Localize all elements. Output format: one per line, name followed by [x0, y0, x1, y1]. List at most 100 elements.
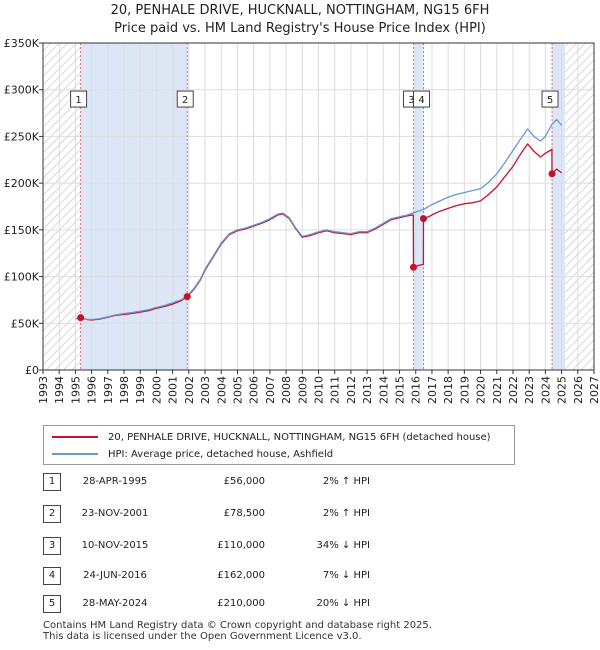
transaction-price: £56,000 [223, 476, 265, 487]
x-tick-label: 2013 [361, 376, 374, 404]
y-tick-label: £0 [25, 364, 39, 377]
legend-swatch-hpi [52, 453, 98, 455]
x-tick-label: 2024 [539, 376, 552, 404]
transaction-price: £78,500 [223, 508, 265, 519]
footer-copyright: Contains HM Land Registry data © Crown c… [43, 620, 432, 631]
x-tick-label: 1995 [69, 376, 82, 404]
sale-label: 1 [75, 95, 81, 106]
table-row: 4 24-JUN-2016 £162,000 7% ↓ HPI [0, 566, 600, 586]
x-tick-label: 2003 [199, 376, 212, 404]
y-tick-label: £100K [4, 271, 40, 284]
legend-item-price: 20, PENHALE DRIVE, HUCKNALL, NOTTINGHAM,… [52, 429, 491, 445]
x-tick-label: 2009 [296, 376, 309, 404]
transaction-number: 3 [43, 537, 61, 555]
x-tick-label: 1998 [118, 376, 131, 404]
transaction-hpi: 7% ↓ HPI [322, 570, 370, 581]
legend-label-price: 20, PENHALE DRIVE, HUCKNALL, NOTTINGHAM,… [108, 431, 491, 443]
sale-label-box [541, 90, 559, 108]
x-tick-label: 2016 [410, 376, 423, 404]
sale-label: 5 [547, 95, 553, 106]
x-tick-label: 1999 [134, 376, 147, 404]
y-tick-label: £250K [4, 130, 40, 143]
table-row: 1 28-APR-1995 £56,000 2% ↑ HPI [0, 472, 600, 492]
shaded-period [80, 43, 188, 370]
y-tick-label: £150K [4, 224, 40, 237]
y-tick-label: £300K [4, 84, 40, 97]
y-tick-label: £50K [11, 317, 40, 330]
hpi-line [80, 143, 562, 321]
transaction-price: £110,000 [217, 540, 265, 551]
x-tick-label: 2006 [248, 376, 261, 404]
sale-label: 3 [408, 95, 414, 106]
x-tick-label: 2008 [280, 376, 293, 404]
legend-item-hpi: HPI: Average price, detached house, Ashf… [52, 446, 333, 462]
table-row: 3 10-NOV-2015 £110,000 34% ↓ HPI [0, 536, 600, 556]
title-line-1: 20, PENHALE DRIVE, HUCKNALL, NOTTINGHAM,… [110, 3, 490, 18]
transaction-hpi: 2% ↑ HPI [322, 476, 370, 487]
sale-marker [548, 170, 556, 178]
table-row: 5 28-MAY-2024 £210,000 20% ↓ HPI [0, 594, 600, 614]
transaction-hpi: 2% ↑ HPI [322, 508, 370, 519]
x-tick-label: 2026 [572, 376, 585, 404]
footer-licence: This data is licensed under the Open Gov… [43, 631, 362, 642]
chart-title: 20, PENHALE DRIVE, HUCKNALL, NOTTINGHAM,… [0, 2, 600, 38]
sale-label: 2 [182, 95, 188, 106]
x-tick-label: 2004 [215, 376, 228, 404]
sale-label-box [176, 90, 194, 108]
sale-label-box [70, 90, 88, 108]
transaction-number: 5 [43, 595, 61, 613]
price-paid-line [75, 118, 563, 321]
x-tick-label: 2002 [183, 376, 196, 404]
transaction-number: 1 [43, 473, 61, 491]
transaction-price: £210,000 [217, 598, 265, 609]
x-tick-label: 2017 [426, 376, 439, 404]
x-tick-label: 2001 [167, 376, 180, 404]
sale-label: 4 [418, 95, 424, 106]
footer: Contains HM Land Registry data © Crown c… [43, 620, 432, 642]
y-tick-label: £350K [4, 37, 40, 50]
transaction-number: 2 [43, 505, 61, 523]
legend: 20, PENHALE DRIVE, HUCKNALL, NOTTINGHAM,… [43, 425, 515, 465]
x-tick-label: 2007 [264, 376, 277, 404]
x-tick-label: 2000 [150, 376, 163, 404]
sale-marker [77, 314, 85, 322]
y-tick-label: £200K [4, 177, 40, 190]
sale-marker [420, 215, 428, 223]
x-tick-label: 2019 [458, 376, 471, 404]
transaction-number: 4 [43, 567, 61, 585]
x-tick-label: 2018 [442, 376, 455, 404]
transaction-date: 28-APR-1995 [82, 476, 148, 487]
x-tick-label: 2025 [556, 376, 569, 404]
x-tick-label: 2015 [394, 376, 407, 404]
transaction-date: 10-NOV-2015 [81, 540, 149, 551]
x-tick-label: 2023 [523, 376, 536, 404]
hatched-region [564, 43, 594, 370]
shaded-period [413, 43, 424, 370]
sale-marker [183, 293, 191, 301]
transaction-date: 28-MAY-2024 [82, 598, 148, 609]
x-tick-label: 1993 [37, 376, 50, 404]
title-line-2: Price paid vs. HM Land Registry's House … [114, 21, 486, 36]
x-tick-label: 1994 [53, 376, 66, 404]
x-tick-label: 2022 [507, 376, 520, 404]
x-tick-label: 2020 [475, 376, 488, 404]
x-tick-label: 1997 [102, 376, 115, 404]
legend-swatch-price [52, 436, 98, 438]
x-tick-label: 2021 [491, 376, 504, 404]
transaction-price: £162,000 [217, 570, 265, 581]
x-tick-label: 2027 [588, 376, 600, 404]
sale-label-box [413, 90, 431, 108]
transaction-hpi: 20% ↓ HPI [316, 598, 370, 609]
x-tick-label: 2010 [313, 376, 326, 404]
x-tick-label: 2012 [345, 376, 358, 404]
x-tick-label: 1996 [86, 376, 99, 404]
x-tick-label: 2014 [377, 376, 390, 404]
x-tick-label: 2005 [231, 376, 244, 404]
sale-marker [409, 263, 417, 271]
transaction-hpi: 34% ↓ HPI [316, 540, 370, 551]
table-row: 2 23-NOV-2001 £78,500 2% ↑ HPI [0, 504, 600, 524]
x-tick-label: 2011 [329, 376, 342, 404]
legend-label-hpi: HPI: Average price, detached house, Ashf… [108, 448, 334, 460]
transaction-date: 23-NOV-2001 [81, 508, 149, 519]
